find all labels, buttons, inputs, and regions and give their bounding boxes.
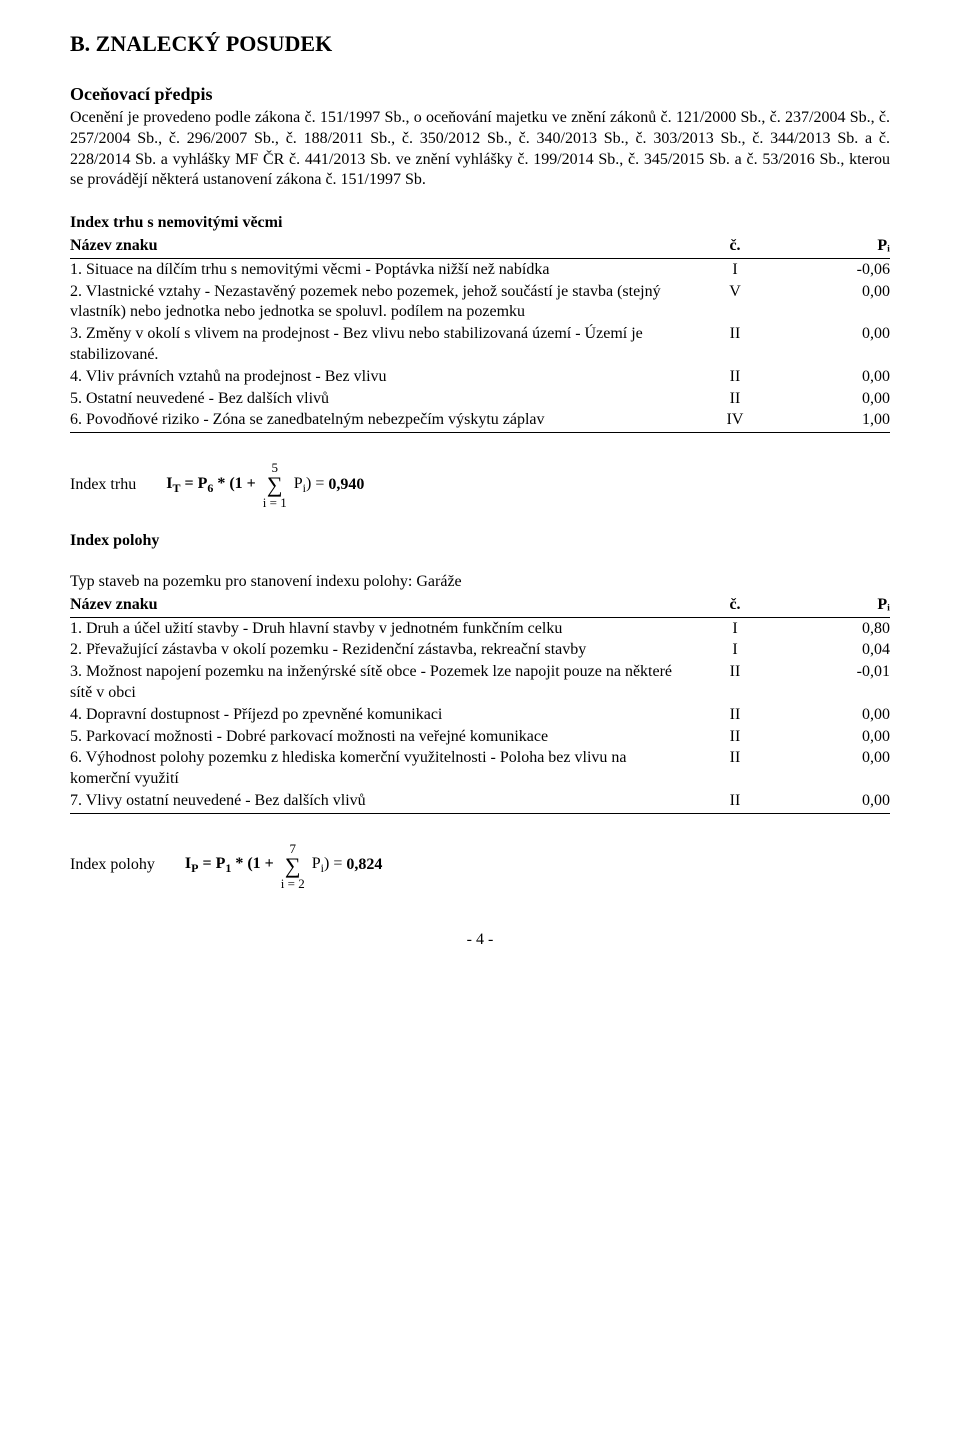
index-polohy-heading: Index polohy — [70, 531, 890, 552]
formula2-mid: Pi) = — [312, 854, 343, 877]
row-name: 2. Převažující zástavba v okolí pozemku … — [70, 640, 690, 661]
formula-index-polohy: Index polohy IP = P1 * (1 + 7 ∑ i = 2 Pi… — [70, 842, 890, 890]
formula2-prefix: IP = P1 * (1 + — [185, 854, 274, 877]
row-p: 0,00 — [780, 748, 890, 769]
table1-heading: Index trhu s nemovitými věcmi — [70, 213, 890, 234]
row-name: 2. Vlastnické vztahy - Nezastavěný pozem… — [70, 282, 690, 324]
table-row: 3. Možnost napojení pozemku na inženýrsk… — [70, 661, 890, 704]
formula2-math: IP = P1 * (1 + 7 ∑ i = 2 Pi) = 0,824 — [185, 842, 382, 890]
row-c: IV — [690, 410, 780, 431]
main-heading: B. ZNALECKÝ POSUDEK — [70, 30, 890, 59]
row-name: 1. Druh a účel užití stavby - Druh hlavn… — [70, 619, 690, 640]
row-p: 0,04 — [780, 640, 890, 661]
formula-index-trhu: Index trhu IT = P6 * (1 + 5 ∑ i = 1 Pi) … — [70, 461, 890, 509]
sigma-bottom: i = 2 — [281, 877, 305, 890]
row-c: II — [690, 727, 780, 748]
table-row: 3. Změny v okolí s vlivem na prodejnost … — [70, 323, 890, 366]
table-row: 2. Vlastnické vztahy - Nezastavěný pozem… — [70, 281, 890, 324]
table-row: 2. Převažující zástavba v okolí pozemku … — [70, 639, 890, 661]
row-p: 0,80 — [780, 619, 890, 640]
row-c: V — [690, 282, 780, 303]
table-row: 6. Výhodnost polohy pozemku z hlediska k… — [70, 747, 890, 790]
formula2-result: 0,824 — [346, 855, 382, 876]
formula1-mid: Pi) = — [294, 474, 325, 497]
sigma-symbol: ∑ — [285, 855, 301, 877]
row-name: 6. Povodňové riziko - Zóna se zanedbatel… — [70, 410, 690, 431]
row-p: -0,01 — [780, 662, 890, 683]
row-name: 5. Ostatní neuvedené - Bez dalších vlivů — [70, 389, 690, 410]
row-name: 5. Parkovací možnosti - Dobré parkovací … — [70, 727, 690, 748]
row-c: I — [690, 260, 780, 281]
formula1-prefix: IT = P6 * (1 + — [166, 474, 256, 497]
sigma-bottom: i = 1 — [263, 496, 287, 509]
row-c: II — [690, 389, 780, 410]
table-row: 1. Situace na dílčím trhu s nemovitými v… — [70, 259, 890, 281]
row-name: 6. Výhodnost polohy pozemku z hlediska k… — [70, 748, 690, 790]
formula1-math: IT = P6 * (1 + 5 ∑ i = 1 Pi) = 0,940 — [166, 461, 364, 509]
table2-header-name: Název znaku — [70, 595, 690, 616]
legal-paragraph: Ocenění je provedeno podle zákona č. 151… — [70, 108, 890, 191]
table1-header: Název znaku č. Pᵢ — [70, 236, 890, 259]
sigma-symbol: ∑ — [267, 474, 283, 496]
row-p: 1,00 — [780, 410, 890, 431]
row-p: 0,00 — [780, 367, 890, 388]
row-name: 7. Vlivy ostatní neuvedené - Bez dalších… — [70, 791, 690, 812]
row-c: II — [690, 662, 780, 683]
formula2-label: Index polohy — [70, 855, 155, 876]
row-p: 0,00 — [780, 705, 890, 726]
row-p: -0,06 — [780, 260, 890, 281]
row-c: II — [690, 705, 780, 726]
formula1-label: Index trhu — [70, 475, 136, 496]
row-c: I — [690, 640, 780, 661]
row-name: 3. Změny v okolí s vlivem na prodejnost … — [70, 324, 690, 366]
table1-header-p: Pᵢ — [780, 236, 890, 257]
sigma-icon: 7 ∑ i = 2 — [281, 842, 305, 890]
table1-header-name: Název znaku — [70, 236, 690, 257]
row-name: 4. Vliv právních vztahů na prodejnost - … — [70, 367, 690, 388]
row-p: 0,00 — [780, 791, 890, 812]
row-p: 0,00 — [780, 282, 890, 303]
table-row: 6. Povodňové riziko - Zóna se zanedbatel… — [70, 409, 890, 433]
row-c: I — [690, 619, 780, 640]
formula1-result: 0,940 — [328, 475, 364, 496]
table-row: 7. Vlivy ostatní neuvedené - Bez dalších… — [70, 790, 890, 814]
page-number: - 4 - — [70, 930, 890, 951]
table-row: 4. Vliv právních vztahů na prodejnost - … — [70, 366, 890, 388]
row-c: II — [690, 324, 780, 345]
row-p: 0,00 — [780, 324, 890, 345]
table-row: 5. Ostatní neuvedené - Bez dalších vlivů… — [70, 388, 890, 410]
row-p: 0,00 — [780, 389, 890, 410]
sigma-icon: 5 ∑ i = 1 — [263, 461, 287, 509]
table-row: 4. Dopravní dostupnost - Příjezd po zpev… — [70, 704, 890, 726]
row-c: II — [690, 367, 780, 388]
table1-header-c: č. — [690, 236, 780, 257]
sub-heading: Oceňovací předpis — [70, 83, 890, 106]
typ-staveb-line: Typ staveb na pozemku pro stanovení inde… — [70, 572, 890, 593]
row-c: II — [690, 791, 780, 812]
table2-header-p: Pᵢ — [780, 595, 890, 616]
table-row: 5. Parkovací možnosti - Dobré parkovací … — [70, 726, 890, 748]
row-p: 0,00 — [780, 727, 890, 748]
table2-header: Název znaku č. Pᵢ — [70, 595, 890, 618]
table2-header-c: č. — [690, 595, 780, 616]
row-name: 1. Situace na dílčím trhu s nemovitými v… — [70, 260, 690, 281]
table-row: 1. Druh a účel užití stavby - Druh hlavn… — [70, 618, 890, 640]
row-name: 3. Možnost napojení pozemku na inženýrsk… — [70, 662, 690, 704]
row-name: 4. Dopravní dostupnost - Příjezd po zpev… — [70, 705, 690, 726]
row-c: II — [690, 748, 780, 769]
